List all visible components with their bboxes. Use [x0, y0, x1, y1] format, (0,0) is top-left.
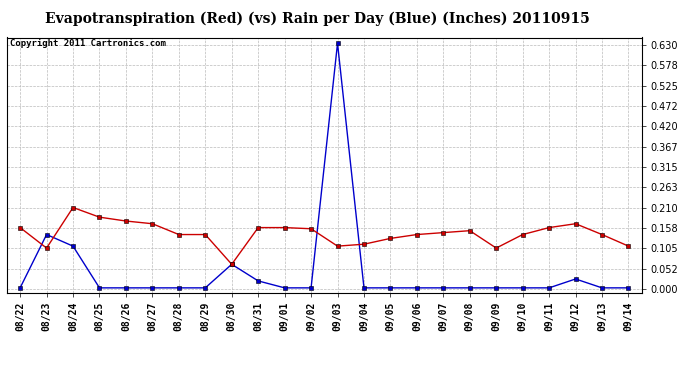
Text: Copyright 2011 Cartronics.com: Copyright 2011 Cartronics.com: [10, 39, 166, 48]
Text: Evapotranspiration (Red) (vs) Rain per Day (Blue) (Inches) 20110915: Evapotranspiration (Red) (vs) Rain per D…: [45, 11, 590, 26]
